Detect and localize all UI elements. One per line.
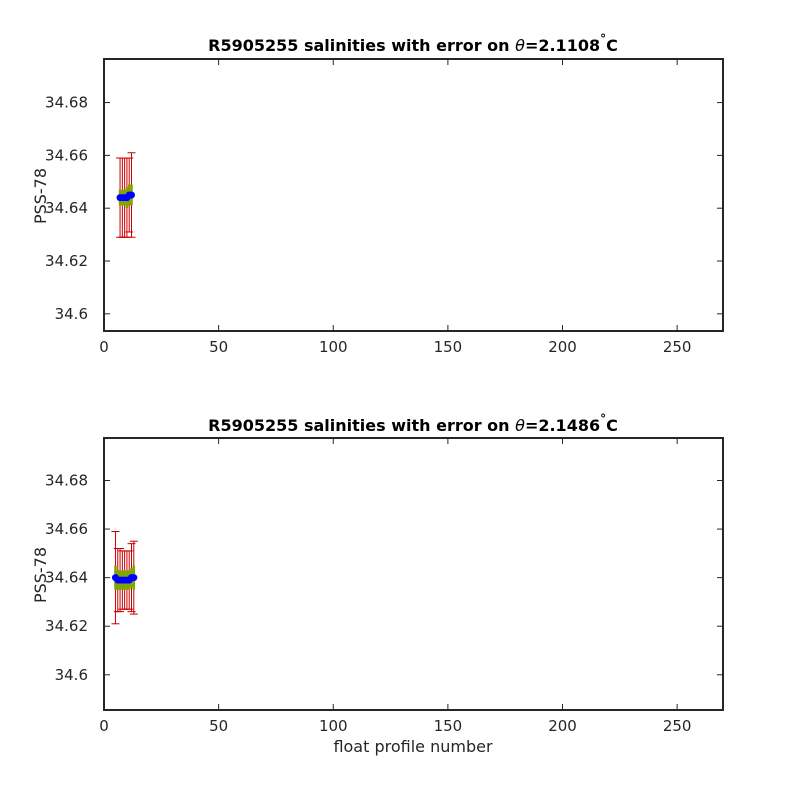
top-chart-x-tick-label: 200 bbox=[548, 338, 577, 356]
bottom-chart-x-tick-label: 150 bbox=[434, 717, 463, 735]
top-chart-marks: 0 50 100 150 200 250 34.6 34.62 34.64 34.66 34.68 bbox=[45, 59, 723, 356]
bottom-chart-x-tick-label: 50 bbox=[209, 717, 228, 735]
top-chart-y-tick-label: 34.62 bbox=[45, 252, 88, 270]
top-chart-y-tick-label: 34.6 bbox=[55, 305, 88, 323]
top-chart-x-tick-label: 250 bbox=[663, 338, 692, 356]
top-chart-x-tick-label: 0 bbox=[99, 338, 109, 356]
top-chart-y-axis-label: PSS-78 bbox=[31, 168, 50, 224]
bottom-chart-x-tick-label: 0 bbox=[99, 717, 109, 735]
bottom-chart: R5905255 salinities with error on θ=2.14… bbox=[31, 412, 724, 756]
bottom-chart-y-axis-label: PSS-78 bbox=[31, 547, 50, 603]
top-chart: R5905255 salinities with error on θ=2.11… bbox=[31, 32, 724, 356]
bottom-chart-x-axis-label: float profile number bbox=[333, 737, 493, 756]
bottom-chart-x-tick-label: 250 bbox=[663, 717, 692, 735]
bottom-chart-y-tick-label: 34.64 bbox=[45, 569, 88, 587]
top-chart-y-tick-label: 34.68 bbox=[45, 94, 88, 112]
bottom-chart-x-tick-label: 200 bbox=[548, 717, 577, 735]
bottom-chart-data-point bbox=[130, 574, 138, 582]
top-chart-x-tick-label: 150 bbox=[434, 338, 463, 356]
top-chart-y-tick-label: 34.64 bbox=[45, 199, 88, 217]
top-chart-x-tick-label: 50 bbox=[209, 338, 228, 356]
top-chart-data-point bbox=[128, 191, 136, 199]
top-chart-title: R5905255 salinities with error on θ=2.11… bbox=[208, 32, 618, 55]
bottom-chart-title: R5905255 salinities with error on θ=2.14… bbox=[208, 412, 618, 435]
bottom-chart-axes-box bbox=[103, 437, 724, 711]
bottom-chart-y-tick-label: 34.62 bbox=[45, 617, 88, 635]
top-chart-y-tick-label: 34.66 bbox=[45, 146, 88, 164]
bottom-chart-x-tick-label: 100 bbox=[319, 717, 348, 735]
bottom-chart-y-tick-label: 34.68 bbox=[45, 472, 88, 490]
bottom-chart-marks: 0 50 100 150 200 250 34.6 34.62 34.64 34.66 34.68 bbox=[45, 438, 723, 735]
bottom-chart-y-tick-label: 34.66 bbox=[45, 520, 88, 538]
bottom-chart-y-tick-label: 34.6 bbox=[55, 666, 88, 684]
top-chart-axes-box bbox=[103, 58, 724, 332]
top-chart-x-tick-label: 100 bbox=[319, 338, 348, 356]
